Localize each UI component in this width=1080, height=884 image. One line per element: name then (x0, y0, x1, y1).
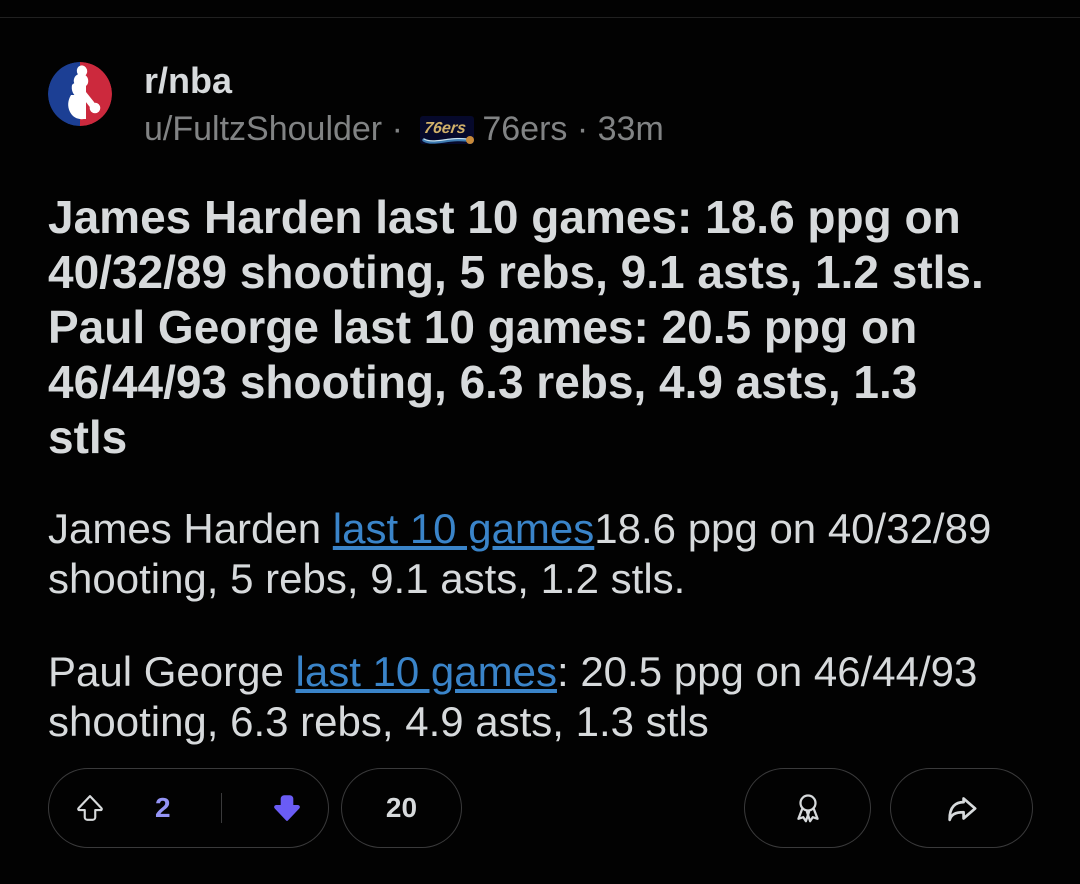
svg-text:76ers: 76ers (423, 119, 467, 137)
